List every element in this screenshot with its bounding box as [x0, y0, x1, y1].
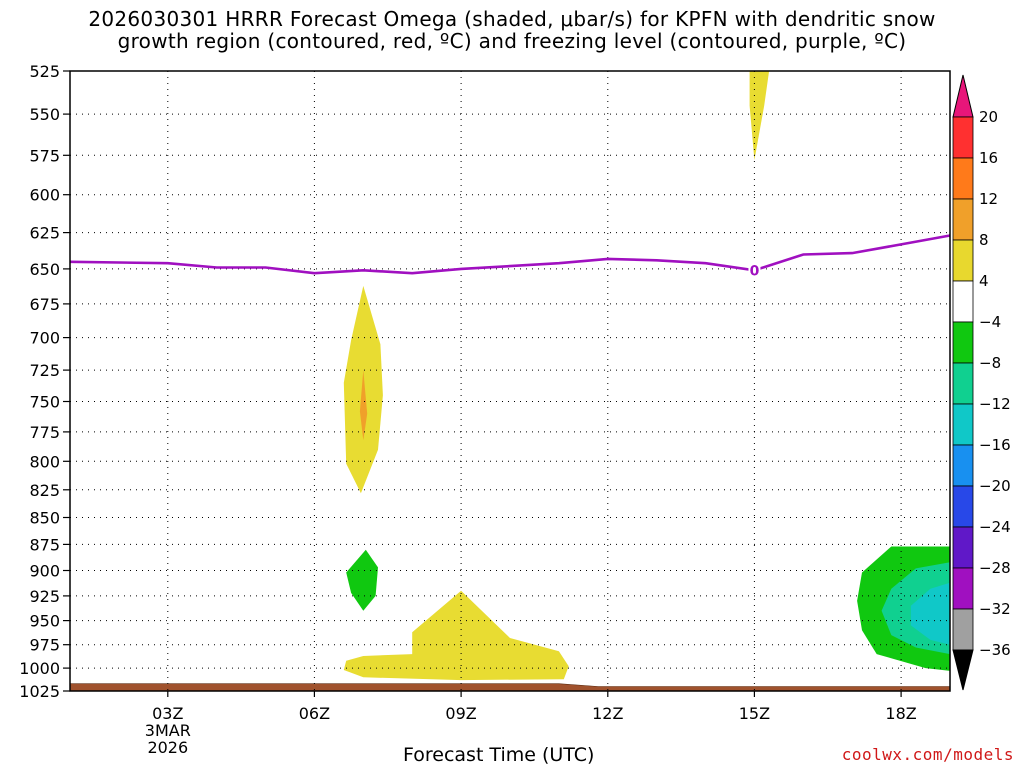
y-tick-label-650: 650: [29, 260, 60, 279]
omega-region-mid-orange: [359, 370, 368, 441]
colorbar-box-1: [952, 157, 974, 200]
colorbar-box-11: [952, 567, 974, 610]
x-tick-label-06Z: 06Z: [299, 704, 330, 723]
colorbar-box-4: [952, 280, 974, 323]
y-tick-label-750: 750: [29, 393, 60, 412]
y-tick-label-575: 575: [29, 146, 60, 165]
y-tick-label-850: 850: [29, 509, 60, 528]
colorbar-label-9: −20: [979, 477, 1011, 495]
freezing-level-label: 0: [750, 263, 760, 279]
colorbar-label-1: 16: [979, 149, 998, 167]
y-tick-label-925: 925: [29, 587, 60, 606]
colorbar-label-0: 20: [979, 108, 998, 126]
y-tick-label-675: 675: [29, 295, 60, 314]
y-tick-label-1000: 1000: [19, 659, 60, 678]
colorbar: 20 16 12 8 4 −4 −8 −12 −16 −20 −24 −28 −32 −36: [952, 74, 1011, 691]
omega-region-low-yellow: [343, 590, 569, 681]
colorbar-bottom-triangle: [952, 649, 974, 691]
colorbar-label-3: 8: [979, 231, 989, 249]
y-tick-label-1025: 1025: [19, 682, 60, 701]
omega-shading: [343, 71, 950, 681]
chart-title: 2026030301 HRRR Forecast Omega (shaded, …: [0, 8, 1024, 52]
colorbar-label-13: −36: [979, 641, 1011, 659]
colorbar-box-7: [952, 403, 974, 446]
y-tick-label-775: 775: [29, 423, 60, 442]
ground-shading: [69, 683, 951, 692]
colorbar-label-8: −16: [979, 436, 1011, 454]
colorbar-label-2: 12: [979, 190, 998, 208]
chart-title-line-2: growth region (contoured, red, ºC) and f…: [117, 29, 907, 53]
y-tick-label-725: 725: [29, 361, 60, 380]
y-tick-label-950: 950: [29, 612, 60, 631]
x-tick-label-15Z: 15Z: [739, 704, 770, 723]
colorbar-label-10: −24: [979, 518, 1011, 536]
colorbar-box-2: [952, 198, 974, 241]
x-tick-label-03Z: 03Z: [152, 704, 183, 723]
colorbar-box-10: [952, 526, 974, 569]
colorbar-box-6: [952, 362, 974, 405]
colorbar-box-3: [952, 239, 974, 282]
freezing-level-contour: 0: [69, 234, 951, 279]
omega-region-right-cyan: [910, 582, 950, 645]
x-tick-label-18Z: 18Z: [885, 704, 916, 723]
freezing-label-bg: [748, 262, 761, 279]
colorbar-label-7: −12: [979, 395, 1011, 413]
y-tick-label-700: 700: [29, 329, 60, 348]
colorbar-top-triangle: [952, 74, 974, 118]
y-tick-label-800: 800: [29, 452, 60, 471]
omega-region-low-green: [346, 549, 378, 611]
x-date-label-1: 2026: [147, 738, 188, 757]
colorbar-box-0: [952, 116, 974, 159]
grid-lines: [70, 71, 950, 691]
colorbar-box-8: [952, 444, 974, 487]
x-axis-title: Forecast Time (UTC): [403, 744, 595, 766]
colorbar-label-4: 4: [979, 272, 989, 290]
site-credit[interactable]: coolwx.com/models: [841, 745, 1014, 764]
y-tick-label-625: 625: [29, 224, 60, 243]
x-tick-label-12Z: 12Z: [592, 704, 623, 723]
colorbar-box-9: [952, 485, 974, 528]
y-tick-label-900: 900: [29, 562, 60, 581]
colorbar-label-5: −4: [979, 313, 1001, 331]
colorbar-box-5: [952, 321, 974, 364]
colorbar-label-12: −32: [979, 600, 1011, 618]
y-tick-label-600: 600: [29, 186, 60, 205]
ground-layer: [69, 683, 951, 692]
y-axis: 525 550 575 600 625 650 675 700 725 750 775 800 825 8…: [19, 62, 70, 701]
freezing-level-line: [69, 234, 951, 275]
chart-title-line-1: 2026030301 HRRR Forecast Omega (shaded, …: [88, 7, 936, 31]
x-date-label-0: 3MAR: [145, 721, 191, 740]
y-tick-label-875: 875: [29, 535, 60, 554]
colorbar-box-12: [952, 608, 974, 651]
x-tick-label-09Z: 09Z: [445, 704, 476, 723]
y-tick-label-550: 550: [29, 105, 60, 124]
y-tick-label-525: 525: [29, 62, 60, 81]
plot-frame: [69, 70, 951, 692]
colorbar-label-6: −8: [979, 354, 1001, 372]
y-tick-label-825: 825: [29, 481, 60, 500]
y-tick-label-975: 975: [29, 636, 60, 655]
colorbar-label-11: −28: [979, 559, 1011, 577]
omega-region-upper-yellow: [749, 71, 770, 161]
